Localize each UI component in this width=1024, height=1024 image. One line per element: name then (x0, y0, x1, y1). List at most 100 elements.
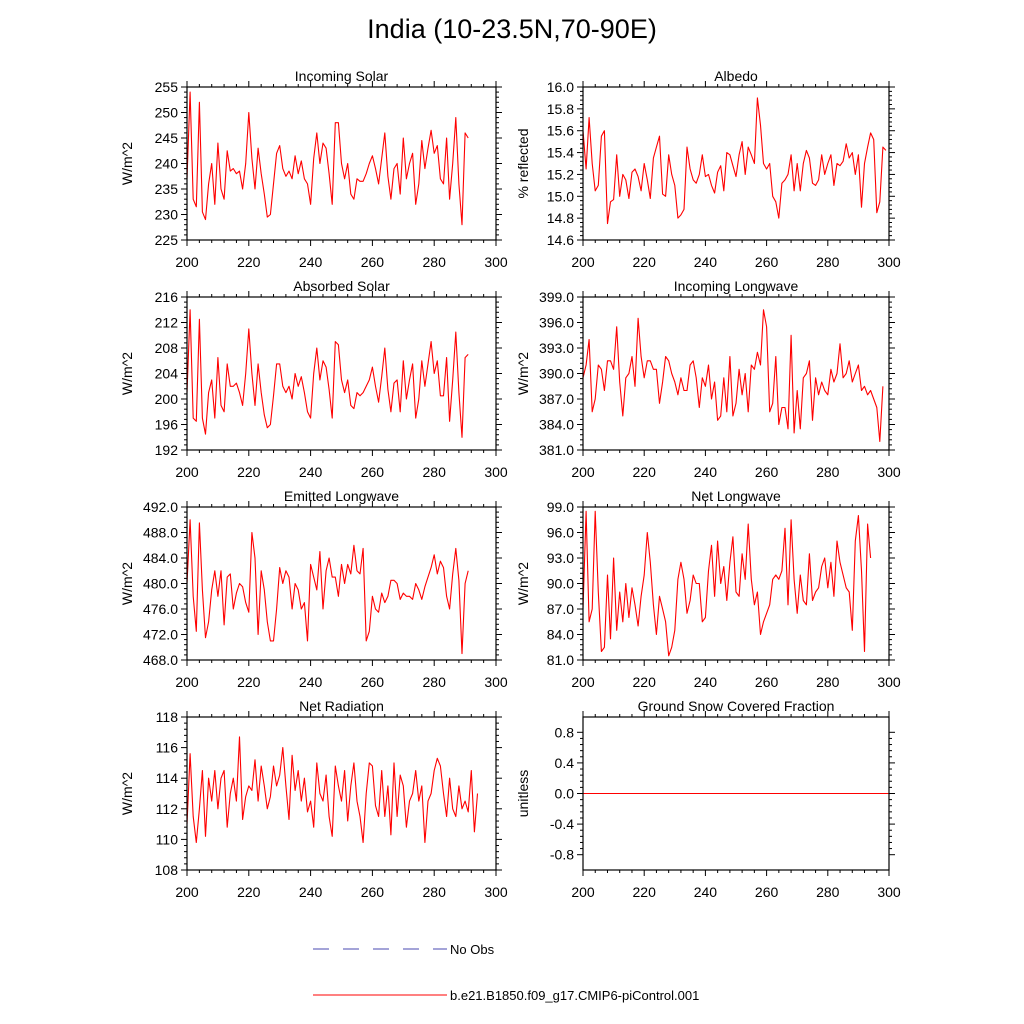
y-tick-label: 225 (155, 232, 179, 248)
y-tick-label: 200 (155, 391, 179, 407)
y-tick-label: 390.0 (539, 366, 574, 382)
y-tick-label: 0.4 (555, 755, 575, 771)
y-axis-label: W/m^2 (119, 772, 135, 815)
x-tick-label: 200 (571, 674, 595, 690)
x-tick-label: 280 (423, 884, 447, 900)
x-tick-label: 220 (633, 884, 657, 900)
y-tick-label: 84.0 (547, 627, 574, 643)
x-tick-label: 220 (237, 464, 261, 480)
y-tick-label: 399.0 (539, 289, 574, 305)
chart-panel-6: Net Longwave W/m^2 200 220 240 260 280 300 81.0 8… (515, 488, 901, 690)
y-tick-label: 99.0 (547, 499, 574, 515)
x-tick-label: 260 (755, 254, 779, 270)
y-tick-label: 240 (155, 156, 179, 172)
x-tick-label: 260 (755, 884, 779, 900)
x-tick-label: 300 (484, 884, 508, 900)
x-tick-label: 280 (423, 254, 447, 270)
y-axis-label: W/m^2 (515, 352, 531, 395)
y-tick-label: 81.0 (547, 652, 574, 668)
y-tick-label: 381.0 (539, 442, 574, 458)
x-tick-label: 220 (237, 674, 261, 690)
y-axis-label: W/m^2 (119, 352, 135, 395)
plot-frame (582, 86, 890, 241)
x-tick-label: 220 (633, 674, 657, 690)
x-tick-label: 240 (299, 254, 323, 270)
plot-frame (582, 716, 890, 871)
legend-model-label: b.e21.B1850.f09_g17.CMIP6-piControl.001 (450, 988, 699, 1003)
x-tick-label: 240 (299, 884, 323, 900)
series-line (582, 97, 887, 225)
panel-title: Absorbed Solar (293, 278, 390, 294)
y-tick-label: 116 (156, 740, 179, 756)
y-tick-label: 484.0 (143, 550, 178, 566)
plot-frame (186, 506, 497, 661)
x-tick-label: 220 (237, 884, 261, 900)
y-tick-label: 204 (155, 366, 179, 382)
x-tick-label: 300 (877, 254, 901, 270)
chart-panel-8: Ground Snow Covered Fraction unitless 200 2… (515, 698, 901, 900)
y-tick-label: 192 (155, 442, 179, 458)
x-tick-label: 240 (299, 674, 323, 690)
y-tick-label: 235 (155, 181, 179, 197)
y-tick-label: 112 (156, 801, 179, 817)
x-tick-label: 240 (299, 464, 323, 480)
x-tick-label: 300 (877, 464, 901, 480)
x-tick-label: 220 (237, 254, 261, 270)
y-tick-label: 255 (155, 79, 179, 95)
y-axis-label: W/m^2 (119, 562, 135, 605)
y-tick-label: 472.0 (143, 627, 178, 643)
x-tick-label: 240 (694, 674, 718, 690)
x-tick-label: 200 (175, 464, 199, 480)
y-tick-label: -0.8 (550, 847, 574, 863)
x-tick-label: 300 (877, 674, 901, 690)
x-tick-label: 280 (816, 674, 840, 690)
y-axis-label: % reflected (515, 128, 531, 198)
y-tick-label: 93.0 (547, 550, 574, 566)
y-tick-label: 15.0 (547, 188, 574, 204)
x-tick-label: 280 (816, 884, 840, 900)
y-tick-label: 16.0 (547, 79, 574, 95)
y-tick-label: 0.8 (555, 724, 575, 740)
y-tick-label: 87.0 (547, 601, 574, 617)
x-tick-label: 200 (175, 884, 199, 900)
panel-title: Emitted Longwave (284, 488, 399, 504)
series-line (186, 736, 479, 844)
y-tick-label: 15.6 (547, 123, 574, 139)
y-tick-label: 15.4 (547, 145, 574, 161)
y-tick-label: 393.0 (539, 340, 574, 356)
plot-frame (186, 716, 497, 871)
series-line (186, 309, 469, 438)
y-tick-label: 108 (155, 862, 179, 878)
x-tick-label: 260 (755, 464, 779, 480)
x-tick-label: 260 (361, 674, 385, 690)
series-line (186, 519, 469, 655)
x-tick-label: 240 (694, 464, 718, 480)
y-tick-label: 216 (155, 289, 179, 305)
y-tick-label: 387.0 (539, 391, 574, 407)
y-axis-label: W/m^2 (515, 562, 531, 605)
legend-obs-label: No Obs (450, 942, 495, 957)
x-tick-label: 280 (816, 254, 840, 270)
series-line (186, 91, 469, 226)
x-tick-label: 300 (484, 254, 508, 270)
panel-title: Albedo (714, 68, 758, 84)
y-tick-label: 14.8 (547, 210, 574, 226)
x-tick-label: 240 (694, 254, 718, 270)
y-tick-label: 110 (156, 831, 179, 847)
y-tick-label: 15.8 (547, 101, 574, 117)
y-tick-label: 90.0 (547, 576, 574, 592)
x-tick-label: 300 (484, 674, 508, 690)
series-line (582, 510, 872, 657)
chart-panel-5: Emitted Longwave W/m^2 200 220 240 260 280 300 4… (119, 488, 508, 690)
y-tick-label: 480.0 (143, 576, 178, 592)
x-tick-label: 220 (633, 464, 657, 480)
y-tick-label: 468.0 (143, 652, 178, 668)
chart-panel-1: Incoming Solar W/m^2 200 220 240 260 280 300 225… (119, 68, 508, 270)
y-tick-label: 250 (155, 105, 179, 121)
figure-title: India (10-23.5N,70-90E) (367, 14, 657, 44)
x-tick-label: 280 (423, 674, 447, 690)
plot-frame (186, 296, 497, 451)
x-tick-label: 220 (633, 254, 657, 270)
chart-panel-4: Incoming Longwave W/m^2 200 220 240 260 280 300… (515, 278, 901, 480)
y-tick-label: 212 (155, 315, 179, 331)
